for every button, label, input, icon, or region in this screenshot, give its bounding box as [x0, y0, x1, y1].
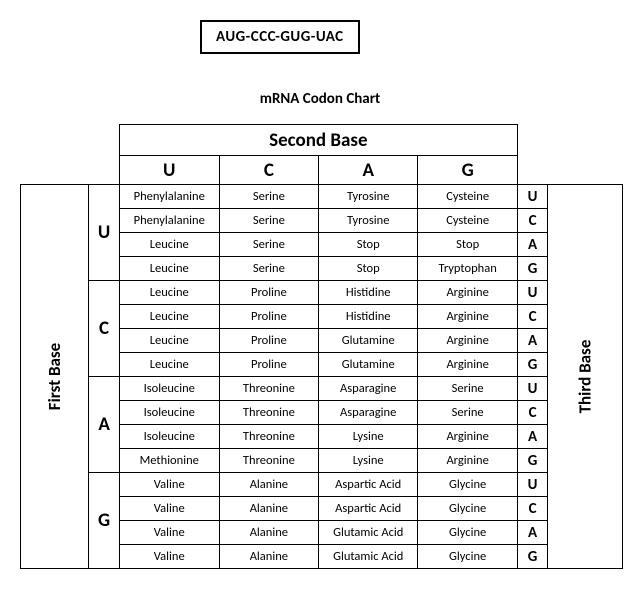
codon-cell: Proline	[219, 353, 318, 377]
codon-cell: Proline	[219, 329, 318, 353]
third-letter: A	[517, 521, 547, 545]
codon-cell: Arginine	[418, 449, 518, 473]
codon-cell: Threonine	[219, 401, 318, 425]
codon-cell: Serine	[418, 377, 518, 401]
col-head-A: A	[318, 156, 417, 185]
codon-cell: Arginine	[418, 353, 518, 377]
first-letter-G: G	[89, 473, 119, 569]
codon-cell: Cysteine	[418, 209, 518, 233]
first-letter-C: C	[89, 281, 119, 377]
codon-cell: Leucine	[119, 353, 219, 377]
codon-cell: Proline	[219, 305, 318, 329]
codon-cell: Lysine	[318, 425, 417, 449]
codon-cell: Isoleucine	[119, 377, 219, 401]
third-letter: A	[517, 425, 547, 449]
codon-cell: Histidine	[318, 281, 417, 305]
third-letter: G	[517, 545, 547, 569]
codon-cell: Proline	[219, 281, 318, 305]
codon-cell: Serine	[219, 233, 318, 257]
sequence-box: AUG-CCC-GUG-UAC	[200, 20, 360, 54]
codon-cell: Glutamine	[318, 329, 417, 353]
col-head-G: G	[418, 156, 518, 185]
codon-cell: Glycine	[418, 545, 518, 569]
third-letter: U	[517, 377, 547, 401]
codon-cell: Phenylalanine	[119, 209, 219, 233]
first-letter-U: U	[89, 185, 119, 281]
codon-cell: Glutamic Acid	[318, 521, 417, 545]
codon-cell: Stop	[318, 233, 417, 257]
codon-cell: Threonine	[219, 377, 318, 401]
third-letter: G	[517, 257, 547, 281]
third-letter: A	[517, 233, 547, 257]
codon-cell: Leucine	[119, 281, 219, 305]
codon-cell: Methionine	[119, 449, 219, 473]
codon-cell: Phenylalanine	[119, 185, 219, 209]
codon-cell: Alanine	[219, 521, 318, 545]
codon-cell: Aspartic Acid	[318, 497, 417, 521]
codon-cell: Asparagine	[318, 401, 417, 425]
codon-cell: Serine	[219, 209, 318, 233]
codon-cell: Tyrosine	[318, 209, 417, 233]
codon-cell: Asparagine	[318, 377, 417, 401]
codon-cell: Glutamic Acid	[318, 545, 417, 569]
third-letter: A	[517, 329, 547, 353]
third-letter: U	[517, 281, 547, 305]
codon-cell: Arginine	[418, 305, 518, 329]
second-base-header: Second Base	[119, 125, 517, 156]
codon-cell: Leucine	[119, 233, 219, 257]
codon-cell: Isoleucine	[119, 401, 219, 425]
third-base-label: Third Base	[548, 185, 623, 569]
codon-cell: Leucine	[119, 257, 219, 281]
codon-cell: Tryptophan	[418, 257, 518, 281]
codon-cell: Alanine	[219, 545, 318, 569]
third-letter: C	[517, 305, 547, 329]
codon-cell: Glycine	[418, 521, 518, 545]
codon-cell: Stop	[318, 257, 417, 281]
codon-cell: Arginine	[418, 425, 518, 449]
codon-cell: Valine	[119, 545, 219, 569]
third-letter: G	[517, 449, 547, 473]
codon-cell: Tyrosine	[318, 185, 417, 209]
codon-cell: Histidine	[318, 305, 417, 329]
codon-cell: Threonine	[219, 449, 318, 473]
codon-cell: Leucine	[119, 305, 219, 329]
codon-cell: Cysteine	[418, 185, 518, 209]
codon-cell: Valine	[119, 473, 219, 497]
codon-cell: Valine	[119, 497, 219, 521]
third-letter: U	[517, 473, 547, 497]
codon-cell: Serine	[418, 401, 518, 425]
codon-table: Second Base U C A G First Base U Phenyla…	[20, 124, 623, 569]
codon-cell: Aspartic Acid	[318, 473, 417, 497]
codon-cell: Isoleucine	[119, 425, 219, 449]
codon-cell: Alanine	[219, 473, 318, 497]
third-letter: C	[517, 209, 547, 233]
chart-title: mRNA Codon Chart	[40, 90, 600, 108]
col-head-C: C	[219, 156, 318, 185]
col-head-U: U	[119, 156, 219, 185]
codon-cell: Threonine	[219, 425, 318, 449]
first-letter-A: A	[89, 377, 119, 473]
codon-cell: Serine	[219, 257, 318, 281]
first-base-label: First Base	[21, 185, 89, 569]
codon-cell: Valine	[119, 521, 219, 545]
codon-cell: Leucine	[119, 329, 219, 353]
third-letter: U	[517, 185, 547, 209]
codon-cell: Alanine	[219, 497, 318, 521]
codon-cell: Glycine	[418, 497, 518, 521]
codon-cell: Serine	[219, 185, 318, 209]
codon-cell: Glutamine	[318, 353, 417, 377]
codon-cell: Glycine	[418, 473, 518, 497]
codon-cell: Lysine	[318, 449, 417, 473]
third-letter: C	[517, 401, 547, 425]
codon-cell: Arginine	[418, 281, 518, 305]
codon-cell: Arginine	[418, 329, 518, 353]
codon-cell: Stop	[418, 233, 518, 257]
third-letter: G	[517, 353, 547, 377]
third-letter: C	[517, 497, 547, 521]
